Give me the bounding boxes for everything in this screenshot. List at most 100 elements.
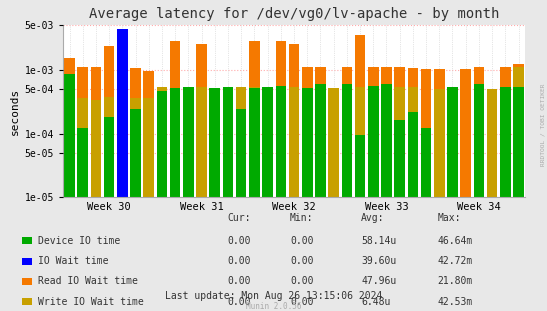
Bar (276, 41, 286, 197)
Bar (236, 88, 247, 197)
Bar (183, 87, 194, 197)
Text: 0.00: 0.00 (227, 236, 251, 246)
Bar (117, 31, 127, 197)
Bar (64, 74, 75, 197)
Bar (341, 84, 352, 197)
Bar (408, 112, 418, 197)
Text: 58.14u: 58.14u (361, 236, 396, 246)
Bar (434, 69, 445, 197)
Bar (130, 98, 141, 197)
Bar (249, 87, 260, 197)
Bar (276, 86, 286, 197)
Bar (302, 67, 312, 197)
Bar (513, 87, 524, 197)
Bar (408, 68, 418, 197)
Bar (104, 97, 114, 197)
Bar (474, 89, 484, 197)
Bar (78, 98, 88, 197)
Bar (196, 87, 207, 197)
Bar (394, 87, 405, 197)
Text: Cur:: Cur: (227, 213, 251, 223)
Bar (91, 100, 101, 197)
Bar (315, 88, 325, 197)
Text: 47.96u: 47.96u (361, 276, 396, 286)
Bar (381, 84, 392, 197)
Bar (223, 87, 233, 197)
Bar (421, 128, 432, 197)
Bar (513, 67, 524, 197)
Bar (249, 41, 260, 197)
Bar (447, 87, 458, 197)
Bar (487, 89, 497, 197)
Bar (315, 84, 325, 197)
Title: Average latency for /dev/vg0/lv-apache - by month: Average latency for /dev/vg0/lv-apache -… (89, 7, 499, 21)
Text: RRDTOOL / TOBI OETIKER: RRDTOOL / TOBI OETIKER (540, 83, 546, 166)
Bar (447, 89, 458, 197)
Text: Write IO Wait time: Write IO Wait time (38, 297, 144, 307)
Text: Last update: Mon Aug 26 13:15:06 2024: Last update: Mon Aug 26 13:15:06 2024 (165, 291, 382, 301)
Bar (461, 69, 471, 197)
Bar (64, 58, 75, 197)
Bar (355, 35, 365, 197)
Bar (513, 64, 524, 197)
Bar (289, 87, 299, 197)
Bar (421, 131, 432, 197)
Bar (434, 89, 445, 197)
Bar (315, 67, 325, 197)
Text: 0.00: 0.00 (290, 256, 313, 266)
Text: 0.00: 0.00 (290, 276, 313, 286)
Bar (156, 87, 167, 197)
Bar (117, 29, 127, 197)
Text: 42.53m: 42.53m (438, 297, 473, 307)
Bar (130, 68, 141, 197)
Bar (408, 87, 418, 197)
Bar (394, 67, 405, 197)
Text: Device IO time: Device IO time (38, 236, 120, 246)
Bar (368, 86, 379, 197)
Text: Munin 2.0.56: Munin 2.0.56 (246, 301, 301, 310)
Bar (78, 128, 88, 197)
Text: IO Wait time: IO Wait time (38, 256, 109, 266)
Text: 42.72m: 42.72m (438, 256, 473, 266)
Bar (381, 67, 392, 197)
Bar (500, 87, 510, 197)
Text: Read IO Wait time: Read IO Wait time (38, 276, 138, 286)
Text: 39.60u: 39.60u (361, 256, 396, 266)
Text: 0.00: 0.00 (290, 236, 313, 246)
Bar (236, 87, 247, 197)
Bar (236, 109, 247, 197)
Bar (143, 98, 154, 197)
Text: Avg:: Avg: (361, 213, 385, 223)
Bar (130, 109, 141, 197)
Bar (64, 98, 75, 197)
Bar (143, 71, 154, 197)
Bar (355, 135, 365, 197)
Bar (183, 87, 194, 197)
Bar (78, 67, 88, 197)
Bar (276, 87, 286, 197)
Bar (170, 88, 181, 197)
Bar (381, 87, 392, 197)
Text: Max:: Max: (438, 213, 461, 223)
Text: 6.48u: 6.48u (361, 297, 391, 307)
Bar (249, 88, 260, 197)
Bar (289, 44, 299, 197)
Text: 21.80m: 21.80m (438, 276, 473, 286)
Bar (210, 88, 220, 197)
Bar (104, 117, 114, 197)
Bar (170, 41, 181, 197)
Bar (355, 87, 365, 197)
Text: 0.00: 0.00 (227, 297, 251, 307)
Text: 46.64m: 46.64m (438, 236, 473, 246)
Bar (263, 87, 273, 197)
Text: 0.00: 0.00 (290, 297, 313, 307)
Bar (328, 88, 339, 197)
Bar (104, 46, 114, 197)
Bar (394, 120, 405, 197)
Bar (474, 84, 484, 197)
Bar (302, 88, 312, 197)
Bar (156, 91, 167, 197)
Bar (421, 69, 432, 197)
Y-axis label: seconds: seconds (10, 88, 20, 135)
Text: 0.00: 0.00 (227, 276, 251, 286)
